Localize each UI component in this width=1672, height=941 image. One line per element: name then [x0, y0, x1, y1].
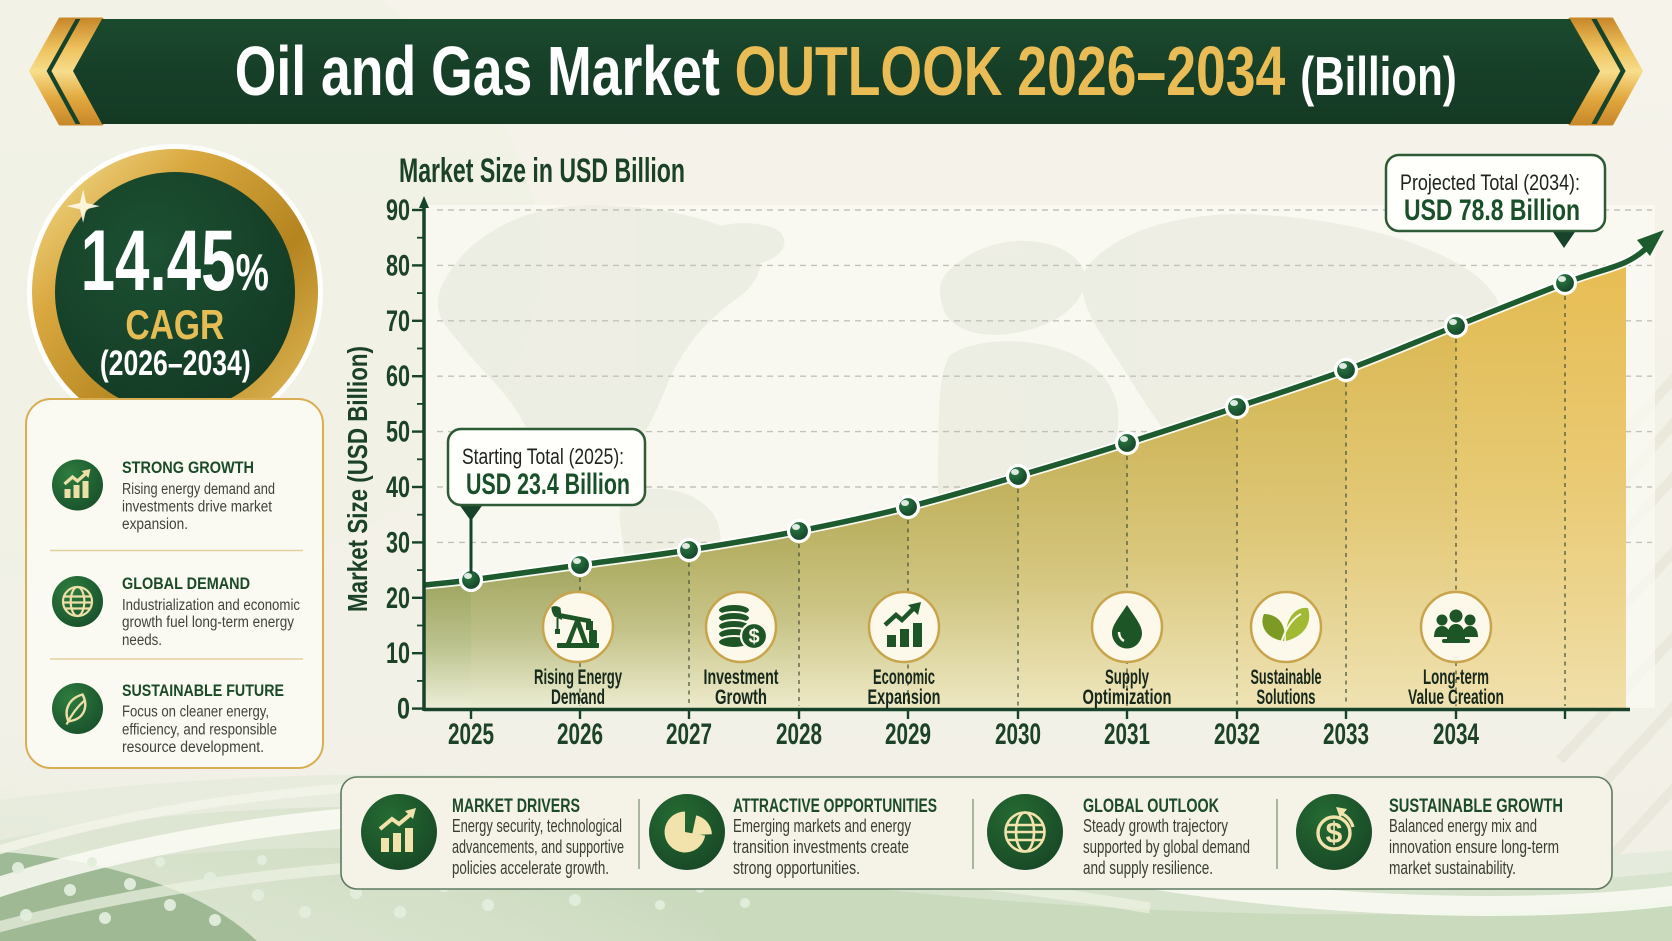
svg-text:Supply: Supply — [1105, 666, 1149, 689]
svg-text:2034: 2034 — [1433, 718, 1479, 751]
svg-text:2033: 2033 — [1323, 718, 1369, 751]
svg-text:80: 80 — [386, 249, 410, 282]
svg-text:Long-term: Long-term — [1423, 666, 1489, 689]
svg-text:Value Creation: Value Creation — [1408, 686, 1504, 709]
svg-text:needs.: needs. — [122, 632, 162, 649]
svg-text:Balanced energy mix and: Balanced energy mix and — [1389, 816, 1537, 836]
svg-text:2030: 2030 — [995, 718, 1041, 751]
svg-text:2025: 2025 — [448, 718, 494, 751]
svg-text:Growth: Growth — [715, 686, 767, 709]
svg-text:Starting Total (2025):: Starting Total (2025): — [462, 444, 624, 469]
svg-text:investments drive market: investments drive market — [122, 499, 273, 516]
svg-text:efficiency, and responsible: efficiency, and responsible — [122, 721, 277, 738]
svg-text:USD 23.4 Billion: USD 23.4 Billion — [466, 468, 630, 501]
svg-text:Market Size (USD Billion): Market Size (USD Billion) — [342, 346, 373, 612]
svg-text:policies accelerate growth.: policies accelerate growth. — [452, 858, 609, 878]
svg-text:ATTRACTIVE OPPORTUNITIES: ATTRACTIVE OPPORTUNITIES — [733, 796, 937, 817]
svg-text:Rising energy demand and: Rising energy demand and — [122, 481, 275, 498]
svg-text:Demand: Demand — [551, 686, 605, 709]
svg-text:strong opportunities.: strong opportunities. — [733, 858, 860, 878]
svg-text:2029: 2029 — [885, 718, 931, 751]
svg-text:2027: 2027 — [666, 718, 712, 751]
svg-text:Industrialization and economic: Industrialization and economic — [122, 597, 300, 614]
svg-text:2032: 2032 — [1214, 718, 1260, 751]
svg-text:Rising Energy: Rising Energy — [534, 666, 622, 689]
svg-text:0: 0 — [397, 693, 410, 726]
svg-text:20: 20 — [386, 582, 410, 615]
svg-text:Energy security, technological: Energy security, technological — [452, 816, 622, 836]
svg-text:$: $ — [1326, 817, 1343, 850]
svg-text:market sustainability.: market sustainability. — [1389, 858, 1516, 878]
svg-text:2031: 2031 — [1104, 718, 1150, 751]
svg-text:90: 90 — [386, 194, 410, 227]
svg-text:Market Size in USD Billion: Market Size in USD Billion — [399, 152, 685, 190]
svg-text:transition investments create: transition investments create — [733, 837, 909, 857]
svg-text:2026: 2026 — [557, 718, 603, 751]
svg-text:and supply resilience.: and supply resilience. — [1083, 858, 1213, 878]
svg-text:SUSTAINABLE FUTURE: SUSTAINABLE FUTURE — [122, 681, 284, 700]
svg-text:SUSTAINABLE GROWTH: SUSTAINABLE GROWTH — [1389, 796, 1563, 817]
svg-text:GLOBAL OUTLOOK: GLOBAL OUTLOOK — [1083, 796, 1219, 817]
svg-text:60: 60 — [386, 360, 410, 393]
svg-text:10: 10 — [386, 637, 410, 670]
svg-text:Focus on cleaner energy,: Focus on cleaner energy, — [122, 704, 269, 721]
svg-text:Emerging markets and energy: Emerging markets and energy — [733, 816, 911, 836]
svg-text:Solutions: Solutions — [1257, 686, 1316, 709]
svg-text:Optimization: Optimization — [1083, 686, 1172, 709]
svg-text:Sustainable: Sustainable — [1251, 666, 1322, 689]
svg-text:advancements, and supportive: advancements, and supportive — [452, 837, 624, 857]
svg-text:30: 30 — [386, 526, 410, 559]
svg-text:Projected Total (2034):: Projected Total (2034): — [1400, 170, 1580, 195]
svg-text:50: 50 — [386, 416, 410, 449]
svg-text:supported by global demand: supported by global demand — [1083, 837, 1250, 857]
svg-text:growth fuel long-term energy: growth fuel long-term energy — [122, 614, 294, 631]
svg-text:STRONG GROWTH: STRONG GROWTH — [122, 458, 254, 477]
svg-text:Economic: Economic — [873, 666, 935, 689]
svg-text:resource development.: resource development. — [122, 739, 264, 756]
svg-text:USD 78.8 Billion: USD 78.8 Billion — [1404, 194, 1580, 227]
svg-text:Investment: Investment — [704, 666, 779, 689]
svg-text:40: 40 — [386, 471, 410, 504]
svg-text:Expansion: Expansion — [868, 686, 941, 709]
svg-text:GLOBAL DEMAND: GLOBAL DEMAND — [122, 574, 250, 593]
svg-text:70: 70 — [386, 305, 410, 338]
svg-text:MARKET DRIVERS: MARKET DRIVERS — [452, 796, 580, 817]
svg-text:expansion.: expansion. — [122, 516, 188, 533]
svg-text:$: $ — [748, 626, 759, 648]
svg-text:innovation ensure long-term: innovation ensure long-term — [1389, 837, 1559, 857]
svg-text:Steady growth trajectory: Steady growth trajectory — [1083, 816, 1228, 836]
svg-text:2028: 2028 — [776, 718, 822, 751]
